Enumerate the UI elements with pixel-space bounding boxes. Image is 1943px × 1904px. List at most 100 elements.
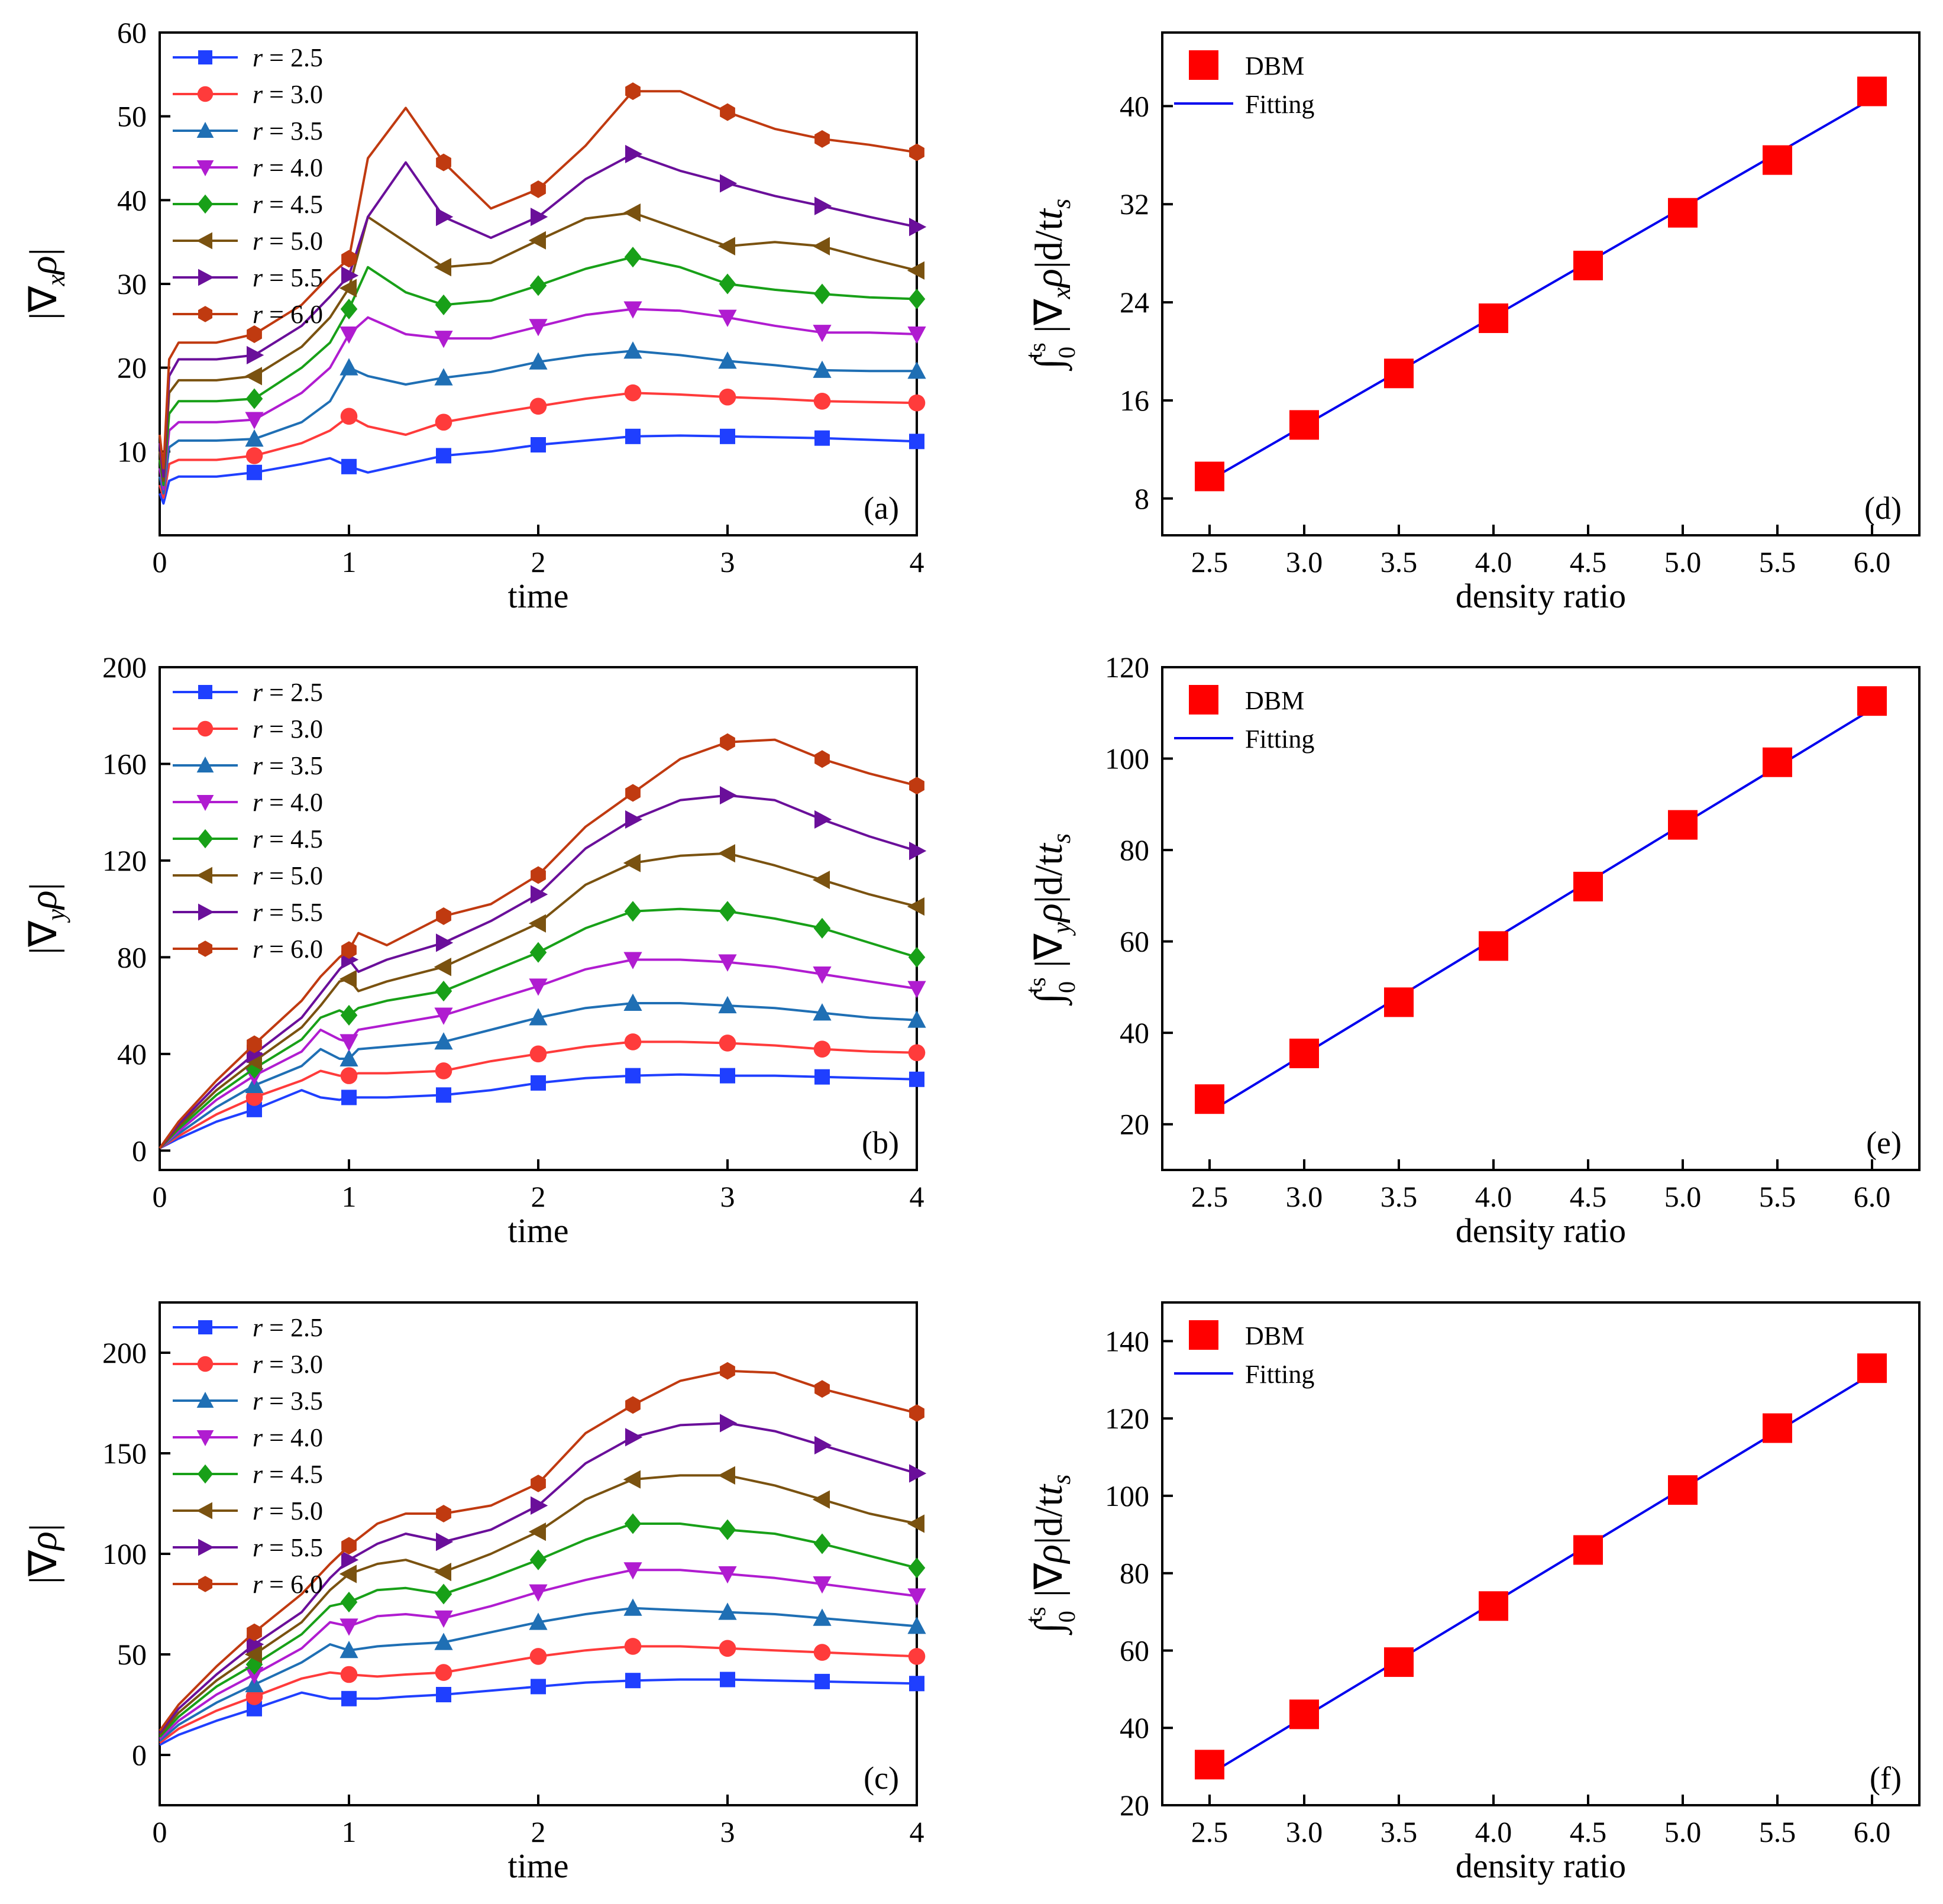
series-line bbox=[159, 308, 917, 491]
data-point bbox=[813, 283, 831, 305]
y-tick-label: 20 bbox=[117, 351, 147, 384]
y-tick-label: 40 bbox=[1120, 1016, 1149, 1049]
data-point bbox=[624, 1638, 642, 1655]
legend-marker bbox=[196, 795, 214, 811]
series-line bbox=[159, 434, 917, 505]
dbm-point bbox=[1195, 1750, 1224, 1780]
legend-var: r bbox=[253, 117, 263, 146]
legend-var: r bbox=[253, 300, 263, 329]
y-label-rho: ρ bbox=[1027, 1544, 1071, 1564]
data-point bbox=[718, 309, 737, 327]
x-tick-label: 4.0 bbox=[1475, 1180, 1512, 1213]
data-point bbox=[245, 388, 263, 409]
x-axis-title: time bbox=[507, 1211, 568, 1250]
y-label-tail: |d/t bbox=[1027, 219, 1071, 269]
x-tick-label: 6.0 bbox=[1854, 545, 1891, 578]
legend-label: r = 3.5 bbox=[253, 751, 323, 780]
data-point bbox=[531, 866, 546, 884]
data-point bbox=[341, 266, 359, 285]
x-tick-label: 1 bbox=[342, 545, 357, 578]
legend-value: = 2.5 bbox=[263, 43, 323, 72]
data-point bbox=[719, 901, 736, 922]
data-point bbox=[341, 250, 357, 268]
dbm-point bbox=[1479, 303, 1508, 334]
legend-label: Fitting bbox=[1245, 725, 1314, 754]
legend-var: r bbox=[253, 227, 263, 256]
legend-label: r = 5.0 bbox=[253, 861, 323, 890]
x-axis-title: time bbox=[507, 1847, 568, 1885]
panel-label: (d) bbox=[1864, 490, 1902, 526]
panel-label: (a) bbox=[864, 490, 899, 526]
legend-value: = 5.5 bbox=[263, 898, 323, 927]
x-tick-label: 0 bbox=[153, 545, 167, 578]
legend-label: r = 6.0 bbox=[253, 935, 323, 964]
data-point bbox=[245, 412, 264, 429]
legend-marker bbox=[198, 50, 212, 64]
data-point bbox=[907, 261, 924, 280]
y-tick-label: 32 bbox=[1120, 188, 1149, 221]
y-label-t: t bbox=[1027, 1483, 1071, 1495]
data-point bbox=[624, 384, 642, 402]
data-point bbox=[719, 388, 736, 406]
y-tick-label: 60 bbox=[117, 16, 147, 49]
legend-label: r = 5.0 bbox=[253, 227, 323, 256]
legend-var: r bbox=[253, 861, 263, 890]
data-point bbox=[812, 1490, 830, 1509]
y-tick-label: 80 bbox=[1120, 1557, 1149, 1590]
series-r = 6.0 bbox=[159, 82, 924, 470]
legend-marker bbox=[1189, 685, 1218, 715]
legend-value: = 3.0 bbox=[263, 80, 323, 109]
panel-label: (b) bbox=[862, 1125, 899, 1160]
data-point bbox=[813, 1003, 832, 1021]
legend-marker bbox=[1189, 1320, 1218, 1350]
plot-frame bbox=[1161, 666, 1921, 1171]
legend-var: r bbox=[253, 678, 263, 707]
legend-marker bbox=[197, 194, 214, 214]
y-label-nabla: |∇ bbox=[22, 286, 65, 320]
series-line bbox=[159, 1474, 917, 1736]
legend-value: = 3.0 bbox=[263, 1350, 323, 1379]
data-point bbox=[529, 319, 548, 337]
series-r = 4.0 bbox=[159, 301, 926, 491]
data-point bbox=[813, 393, 831, 410]
data-point bbox=[625, 428, 641, 444]
data-point bbox=[339, 279, 357, 298]
legend-marker bbox=[198, 306, 212, 322]
legend-label: r = 3.0 bbox=[253, 1350, 323, 1379]
legend-label: Fitting bbox=[1245, 1360, 1314, 1389]
fit-line bbox=[1209, 98, 1873, 481]
x-tick-label: 3.5 bbox=[1381, 545, 1418, 578]
y-tick-label: 120 bbox=[1105, 651, 1149, 684]
legend-value: = 6.0 bbox=[263, 300, 323, 329]
data-point bbox=[435, 294, 452, 315]
y-tick-label: 50 bbox=[117, 1638, 147, 1671]
series-r = 3.0 bbox=[159, 1638, 926, 1744]
integral-upper: t bbox=[1020, 1616, 1047, 1622]
panel-label: (f) bbox=[1870, 1760, 1902, 1796]
legend-var: r bbox=[253, 1496, 263, 1525]
legend-var: r bbox=[253, 190, 263, 219]
legend-marker bbox=[196, 1502, 212, 1520]
data-point bbox=[623, 854, 641, 872]
legend-label: r = 6.0 bbox=[253, 300, 323, 329]
data-point bbox=[720, 174, 738, 193]
data-point bbox=[247, 345, 264, 365]
x-tick-label: 3.5 bbox=[1381, 1815, 1418, 1848]
data-point bbox=[909, 777, 924, 795]
data-point bbox=[813, 1533, 831, 1554]
dbm-point bbox=[1289, 1038, 1319, 1068]
series-line bbox=[159, 256, 917, 486]
data-point bbox=[435, 981, 452, 1002]
legend-value: = 6.0 bbox=[263, 935, 323, 964]
y-axis-label: ∫0ts |∇yρ|d/tts bbox=[1020, 833, 1080, 1006]
y-tick-label: 24 bbox=[1120, 286, 1149, 319]
data-point bbox=[529, 352, 548, 370]
data-point bbox=[434, 368, 453, 386]
data-point bbox=[909, 143, 924, 161]
legend-marker bbox=[197, 86, 214, 102]
legend-var: r bbox=[253, 1313, 263, 1342]
legend-label: Fitting bbox=[1245, 90, 1314, 119]
dbm-point bbox=[1857, 686, 1887, 716]
